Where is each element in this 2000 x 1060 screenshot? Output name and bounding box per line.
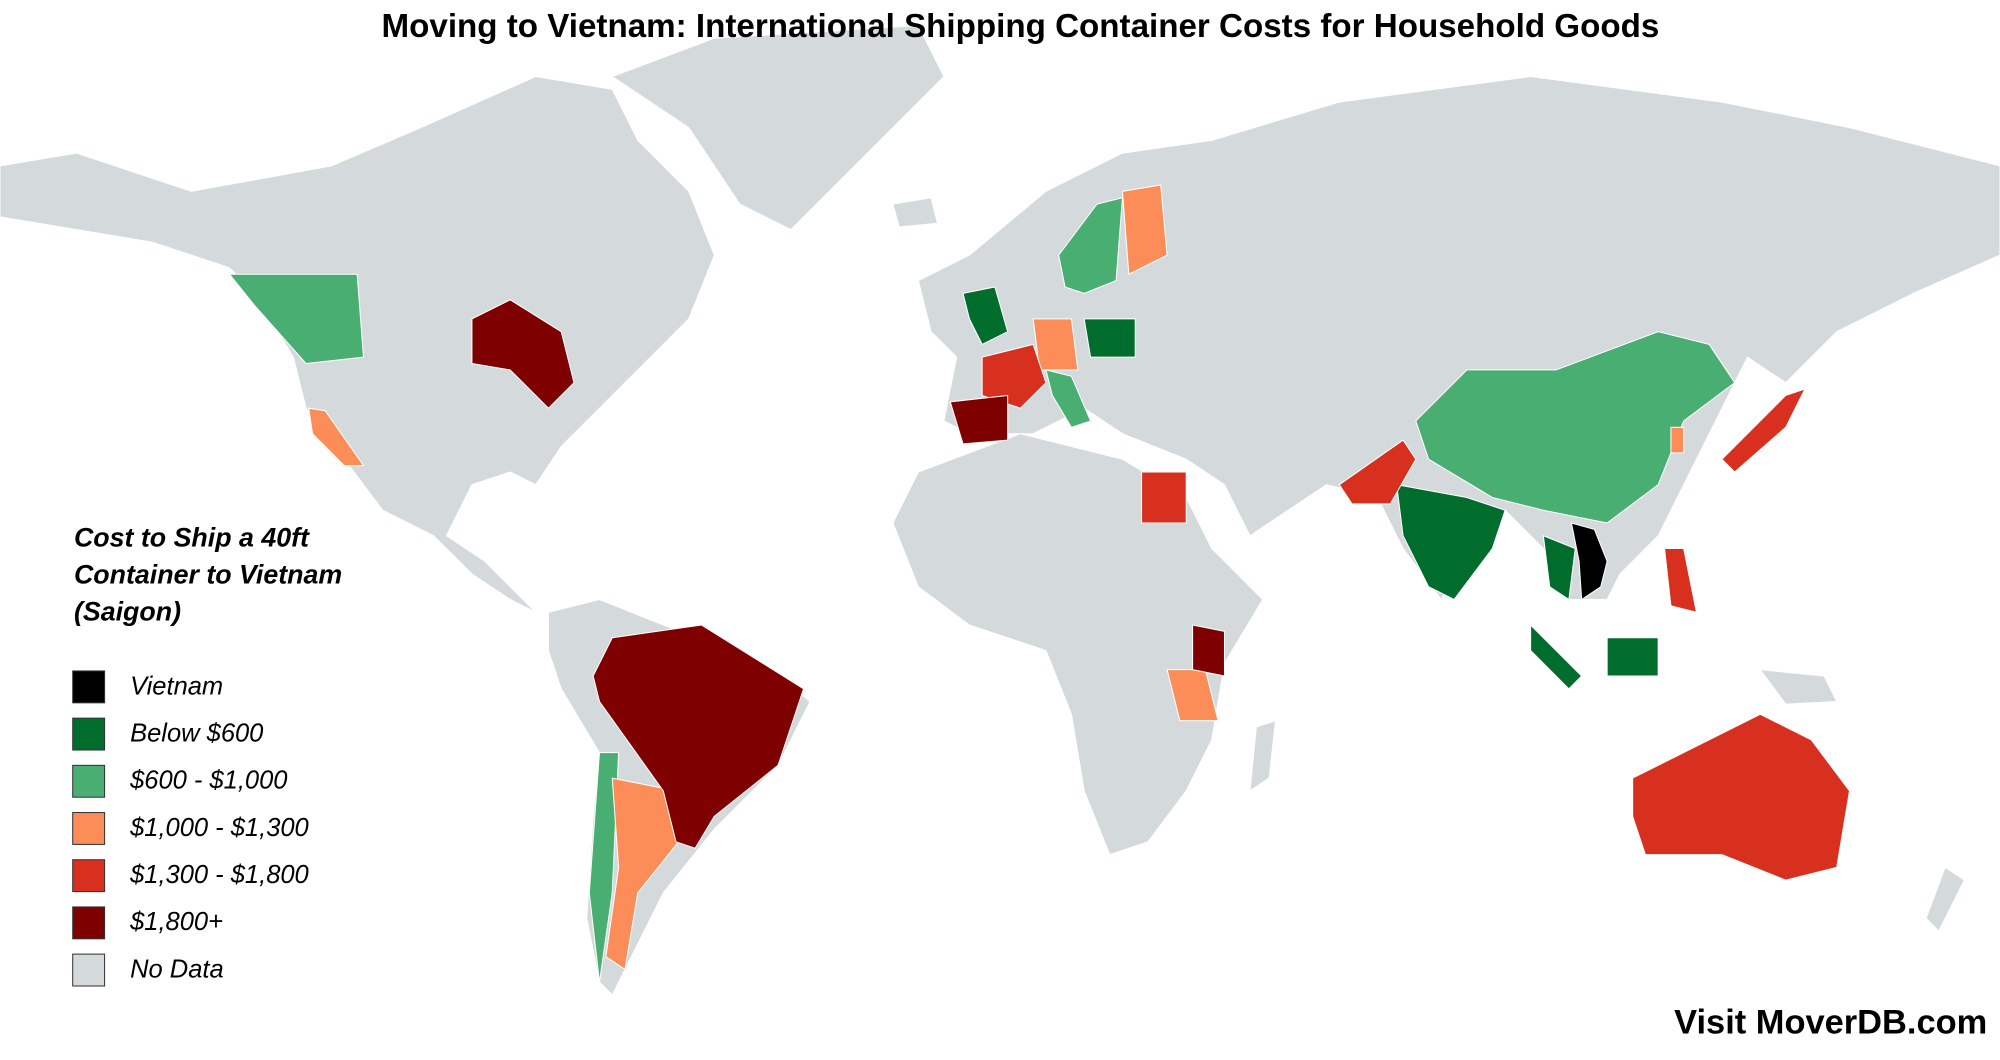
poland [1083, 318, 1136, 358]
legend-label: Below $600 [130, 719, 263, 747]
legend-label: No Data [130, 955, 224, 983]
legend-title: Container to Vietnam [74, 560, 342, 590]
italy [1045, 369, 1092, 428]
west-canada [228, 273, 365, 365]
legend-label: $1,300 - $1,800 [129, 861, 309, 889]
legend-label: $600 - $1,000 [129, 767, 287, 795]
india [1396, 484, 1506, 601]
legend-swatch [72, 764, 106, 798]
legend: Cost to Ship a 40ft Container to Vietnam (… [72, 523, 342, 987]
footer: Visit MoverDB.com [1674, 1003, 1987, 1041]
eurasia [917, 76, 2000, 601]
japan [1721, 388, 1806, 473]
uk [962, 286, 1009, 346]
legend-swatch [72, 717, 106, 751]
map-title: Moving to Vietnam: International Shippin… [382, 8, 1660, 45]
legend-swatch [72, 670, 106, 704]
legend-title: (Saigon) [74, 597, 181, 627]
legend-swatch [72, 859, 106, 893]
sumatra [1530, 623, 1583, 690]
germany [1032, 318, 1079, 371]
brazil [592, 624, 805, 849]
spain [949, 394, 1009, 445]
scandinavia [1058, 197, 1124, 294]
legend-label: Vietnam [130, 672, 223, 700]
vietnam [1570, 522, 1608, 601]
australia [1632, 713, 1851, 881]
thailand [1542, 534, 1576, 601]
legend-title: Cost to Ship a 40ft [74, 523, 310, 553]
borneo [1606, 637, 1659, 677]
korea [1670, 426, 1685, 454]
philippines [1663, 547, 1698, 613]
china [1415, 331, 1736, 524]
legend-label: $1,000 - $1,300 [129, 814, 309, 842]
chile [588, 752, 620, 983]
new-zealand [1925, 866, 1965, 933]
new-guinea [1759, 669, 1838, 705]
greenland [611, 25, 945, 231]
ontario [471, 299, 575, 409]
legend-swatch [72, 906, 106, 940]
finland [1121, 184, 1168, 276]
iceland [892, 197, 939, 228]
kenya [1192, 624, 1225, 677]
legend-label: $1,800+ [129, 908, 223, 936]
france [981, 343, 1047, 409]
world-map [0, 25, 2000, 996]
egypt [1141, 471, 1187, 524]
madagascar [1249, 719, 1277, 792]
legend-swatch [72, 953, 106, 987]
legend-swatch [72, 812, 106, 845]
pakistan [1338, 439, 1417, 505]
california [308, 407, 365, 467]
